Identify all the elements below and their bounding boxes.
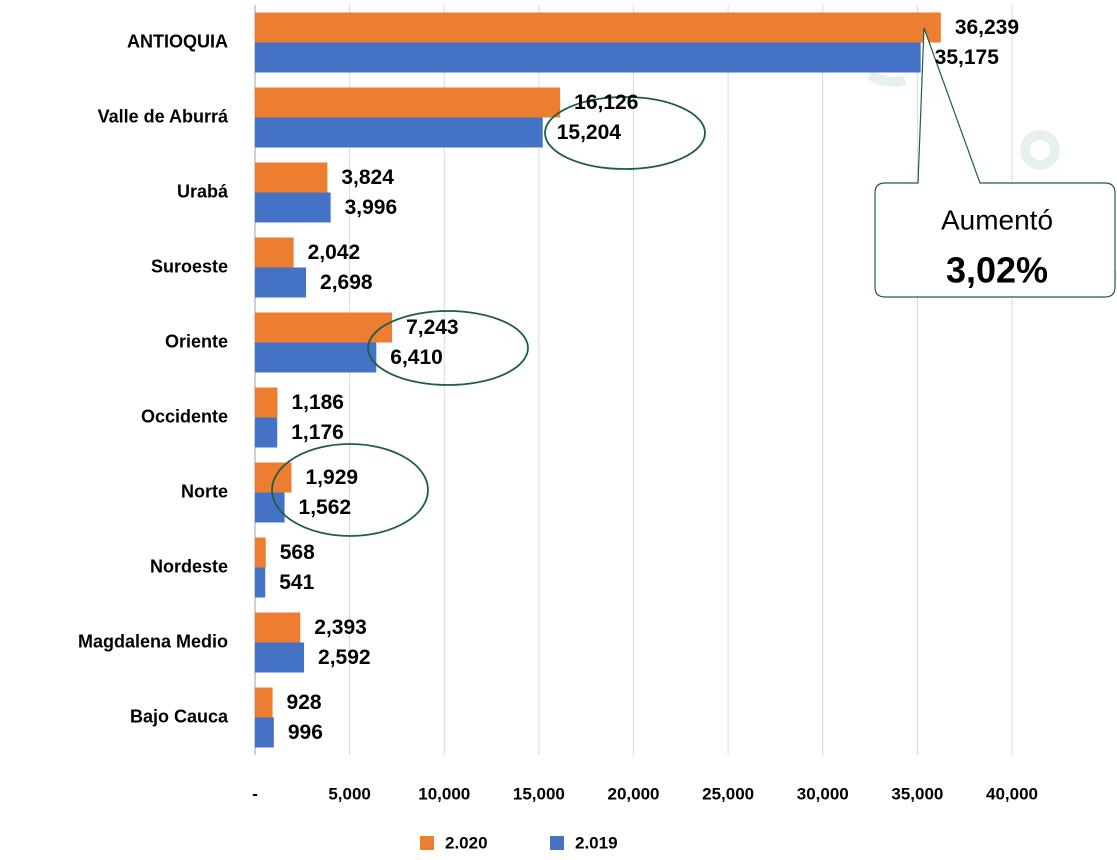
bar [255,387,278,418]
x-tick-label: 5,000 [328,784,371,803]
data-label: 2,592 [318,646,371,669]
y-tick-label: ANTIOQUIA [127,31,228,51]
data-label: 36,239 [955,16,1019,39]
data-label: 1,562 [299,496,352,519]
data-label: 1,929 [306,466,359,489]
y-tick-label: Norte [181,481,228,501]
data-label: 928 [287,691,322,714]
bar [255,237,294,268]
callout: Aumentó 3,02% [874,27,1116,298]
legend-label: 2.019 [575,833,618,852]
x-tick-label: 15,000 [513,784,565,803]
y-tick-label: Valle de Aburrá [98,106,229,126]
y-tick-label: Bajo Cauca [130,706,229,726]
x-tick-label: - [252,784,258,803]
bar [255,42,921,73]
y-tick-label: Suroeste [151,256,228,276]
bar [255,312,393,343]
x-tick-label: 35,000 [891,784,943,803]
legend-label: 2.020 [445,833,488,852]
bar [255,492,285,523]
y-tick-label: Nordeste [150,556,228,576]
bar [255,117,543,148]
data-label: 15,204 [557,121,622,144]
bar [255,192,331,223]
data-label: 7,243 [406,316,459,339]
bar [255,12,941,43]
bar [255,87,561,118]
data-label: 2,042 [308,241,361,264]
legend-swatch [550,836,564,850]
data-label: 568 [280,541,315,564]
highlights [271,96,706,537]
y-tick-label: Oriente [165,331,228,351]
bar [255,717,274,748]
data-label: 3,824 [341,166,394,189]
bar [255,267,307,298]
legend-swatch [420,836,434,850]
bar [255,462,292,493]
data-label: 16,126 [574,91,638,114]
bars [255,12,941,748]
data-label: 1,176 [291,421,344,444]
bar [255,612,301,643]
bar [255,567,266,598]
x-tick-label: 10,000 [418,784,470,803]
callout-value: 3,02% [946,250,1048,291]
y-tick-label: Urabá [177,181,229,201]
bar [255,417,278,448]
bar [255,642,305,673]
x-tick-label: 30,000 [797,784,849,803]
x-tick-label: 20,000 [608,784,660,803]
data-label: 541 [279,571,314,594]
y-tick-label: Magdalena Medio [78,631,228,651]
data-label: 6,410 [390,346,443,369]
data-label: 2,698 [320,271,373,294]
y-tick-label: Occidente [141,406,228,426]
bar [255,537,266,568]
data-label: 996 [288,721,323,744]
data-label: 35,175 [935,46,1000,69]
data-label: 1,186 [291,391,344,414]
bar [255,162,328,193]
x-tick-label: 25,000 [702,784,754,803]
data-label: 2,393 [314,616,367,639]
bar [255,687,273,718]
callout-label: Aumentó [941,204,1053,235]
bar [255,342,377,373]
x-tick-label: 40,000 [986,784,1038,803]
data-label: 3,996 [345,196,398,219]
